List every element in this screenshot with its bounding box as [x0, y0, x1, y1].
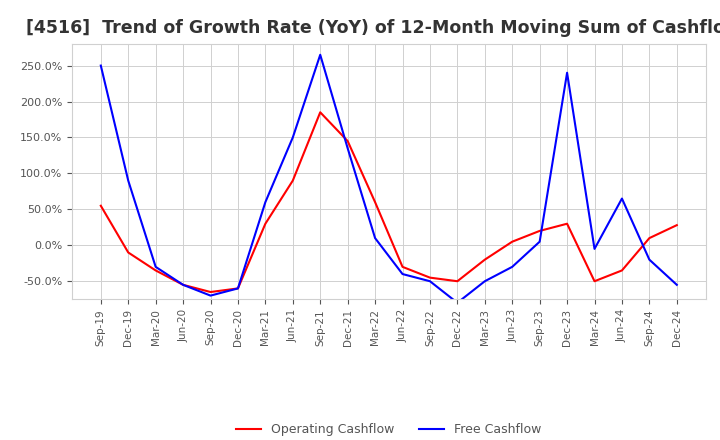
- Free Cashflow: [536, 239, 544, 244]
- Title: [4516]  Trend of Growth Rate (YoY) of 12-Month Moving Sum of Cashflows: [4516] Trend of Growth Rate (YoY) of 12-…: [26, 19, 720, 37]
- Free Cashflow: [151, 264, 160, 269]
- Operating Cashflow: [179, 282, 187, 287]
- Free Cashflow: [343, 146, 352, 151]
- Free Cashflow: [96, 63, 105, 68]
- Free Cashflow: [480, 279, 489, 284]
- Operating Cashflow: [124, 250, 132, 255]
- Operating Cashflow: [618, 268, 626, 273]
- Operating Cashflow: [151, 268, 160, 273]
- Free Cashflow: [206, 293, 215, 298]
- Free Cashflow: [398, 271, 407, 277]
- Free Cashflow: [261, 199, 270, 205]
- Operating Cashflow: [645, 235, 654, 241]
- Operating Cashflow: [508, 239, 516, 244]
- Free Cashflow: [563, 70, 572, 75]
- Free Cashflow: [371, 235, 379, 241]
- Operating Cashflow: [371, 199, 379, 205]
- Free Cashflow: [316, 52, 325, 58]
- Operating Cashflow: [480, 257, 489, 262]
- Operating Cashflow: [426, 275, 434, 280]
- Line: Operating Cashflow: Operating Cashflow: [101, 112, 677, 292]
- Operating Cashflow: [289, 178, 297, 183]
- Operating Cashflow: [261, 221, 270, 226]
- Free Cashflow: [233, 286, 242, 291]
- Free Cashflow: [179, 282, 187, 287]
- Operating Cashflow: [96, 203, 105, 209]
- Operating Cashflow: [398, 264, 407, 269]
- Free Cashflow: [289, 135, 297, 140]
- Free Cashflow: [618, 196, 626, 201]
- Free Cashflow: [645, 257, 654, 262]
- Operating Cashflow: [206, 290, 215, 295]
- Free Cashflow: [672, 282, 681, 287]
- Free Cashflow: [426, 279, 434, 284]
- Operating Cashflow: [233, 286, 242, 291]
- Operating Cashflow: [563, 221, 572, 226]
- Operating Cashflow: [590, 279, 599, 284]
- Line: Free Cashflow: Free Cashflow: [101, 55, 677, 303]
- Operating Cashflow: [343, 139, 352, 144]
- Free Cashflow: [590, 246, 599, 252]
- Legend: Operating Cashflow, Free Cashflow: Operating Cashflow, Free Cashflow: [231, 418, 546, 440]
- Operating Cashflow: [453, 279, 462, 284]
- Operating Cashflow: [536, 228, 544, 234]
- Free Cashflow: [124, 178, 132, 183]
- Operating Cashflow: [316, 110, 325, 115]
- Operating Cashflow: [672, 223, 681, 228]
- Free Cashflow: [453, 300, 462, 305]
- Free Cashflow: [508, 264, 516, 269]
